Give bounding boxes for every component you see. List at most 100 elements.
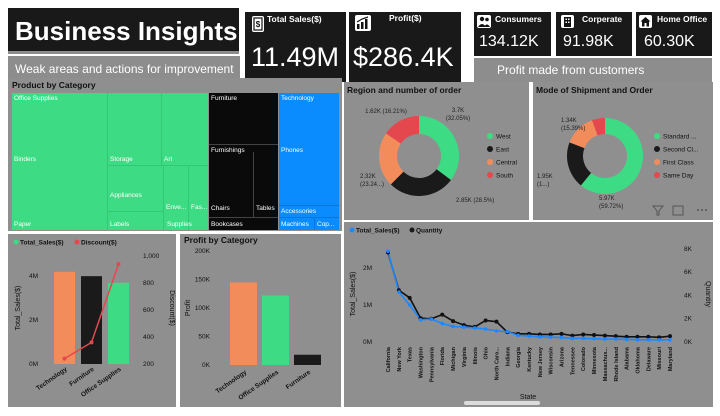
y2-tick-label: 0K	[684, 339, 693, 346]
treemap-cell-fasteners[interactable]: Fas...	[189, 166, 208, 230]
y-tick-label: 2M	[29, 317, 38, 324]
quantity-point	[646, 334, 651, 339]
kpi-consumers-label: Consumers	[495, 14, 542, 24]
treemap-cell-label: Cop...	[317, 221, 335, 228]
quantity-point	[592, 333, 597, 338]
focus-mode-icon[interactable]	[672, 205, 684, 216]
y-tick-label: 0M	[29, 361, 38, 368]
treemap-cell-tables[interactable]: Tables	[254, 152, 278, 217]
sales-point	[429, 317, 434, 321]
legend-label: South	[496, 173, 513, 180]
treemap-cell-supplies[interactable]: Supplies	[164, 212, 208, 230]
y-tick-label: 1M	[363, 302, 372, 309]
treemap-cell-label: Storage	[110, 156, 133, 163]
sales-line	[387, 251, 670, 341]
region-chart-title: Region and number of order	[347, 85, 462, 95]
treemap-furniture[interactable]: Furniture Furnishings Chairs Tables Book…	[209, 93, 278, 230]
treemap-cell-labels[interactable]: Labels	[108, 212, 164, 230]
treemap-cell-copiers[interactable]: Cop...	[315, 217, 339, 230]
page-title: Business Insights	[15, 16, 238, 46]
home-icon	[639, 15, 652, 28]
x-tick-label: Tennessee	[570, 347, 576, 375]
data-label: (15.39%)	[561, 126, 585, 132]
y2-tick-label: 2K	[684, 316, 693, 323]
y2-tick-label: 8K	[684, 246, 693, 253]
legend-marker	[487, 133, 493, 139]
x-tick-label: Furniture	[285, 369, 313, 391]
treemap[interactable]: Office Supplies Binders Paper Storage Ar…	[12, 93, 339, 230]
receipt-icon: $	[252, 16, 264, 32]
y2-axis-title: Quantity	[704, 281, 711, 308]
treemap-title: Product by Category	[12, 80, 96, 90]
sales-discount-chart[interactable]: Total_Sales($) Discount($) 0M 2M 4M 200 400 600…	[8, 234, 176, 407]
sales-point	[527, 334, 531, 338]
building-icon	[561, 15, 574, 28]
y2-tick-label: 600	[143, 307, 154, 314]
quantity-point	[451, 319, 456, 324]
treemap-office-supplies[interactable]: Office Supplies Binders Paper Storage Ar…	[12, 93, 208, 230]
x-tick-label: California	[386, 346, 392, 372]
x-tick-label: Pennsylvania	[429, 346, 435, 382]
legend-marker	[13, 239, 19, 245]
x-axis-title: State	[520, 394, 536, 401]
profit-bar-chart[interactable]: 0K50K100K150K200KProfitTechnologyOffice …	[180, 246, 341, 406]
treemap-cell-envelopes[interactable]: Enve...	[164, 166, 189, 230]
x-tick-label: Delaware	[646, 347, 652, 371]
profit-category-panel: Profit by Category 0K 50K 100K 150K 200K Prof…	[180, 234, 341, 407]
quantity-line	[387, 252, 671, 339]
sales-point	[624, 337, 629, 342]
y-tick-label: 150K	[195, 277, 211, 284]
x-tick-label: Missouri	[657, 347, 663, 370]
data-label: 5.97K	[599, 196, 615, 202]
sales-point	[548, 335, 553, 339]
treemap-cell-bookcases[interactable]: Bookcases	[209, 217, 278, 230]
treemap-cell-chairs[interactable]: Chairs	[209, 152, 254, 217]
treemap-cell-art[interactable]: Art	[162, 93, 208, 166]
donut-slice	[567, 142, 592, 186]
more-options-icon[interactable]	[697, 209, 707, 211]
legend-label: Standard ...	[663, 134, 697, 141]
treemap-cell-furnishings[interactable]: Furnishings	[209, 144, 278, 204]
sales-point	[386, 249, 390, 254]
treemap-cell-label: Supplies	[167, 221, 192, 228]
donut-slice	[569, 120, 598, 149]
bar	[108, 282, 129, 364]
state-line-chart[interactable]: Total_Sales($) Quantity 0M 1M 2M 0K 2K 4K 6K 8K To…	[344, 222, 713, 407]
region-donut-chart[interactable]: 3.7K (32.05%) 2.85K (28.5%) 2.32K (23.24...)…	[344, 96, 529, 220]
treemap-cell-phones[interactable]: Phones	[279, 147, 339, 205]
treemap-cell-machines[interactable]: Machines	[279, 217, 315, 230]
svg-text:$: $	[256, 20, 261, 29]
x-tick-label: Washington	[419, 346, 425, 378]
legend-label: First Class	[663, 160, 694, 167]
kpi-home-office-label: Home Office	[657, 14, 708, 24]
treemap-cell-accessories[interactable]: Accessories	[279, 205, 339, 217]
horizontal-scrollbar[interactable]	[464, 401, 540, 405]
visual-toolbar-icons	[651, 205, 707, 216]
treemap-technology[interactable]: Technology Phones Accessories Machines C…	[279, 93, 339, 230]
sales-point	[451, 324, 455, 329]
x-tick-label: North Caro...	[494, 347, 500, 381]
x-tick-label: Virginia	[462, 346, 468, 367]
treemap-cell-appliances[interactable]: Appliances	[108, 166, 164, 212]
y-tick-label: 100K	[195, 305, 211, 312]
visual-toolbar	[643, 202, 713, 218]
kpi-total-sales-label: Total Sales($)	[267, 14, 322, 24]
sales-point	[418, 317, 423, 322]
filter-icon[interactable]	[651, 205, 665, 216]
kpi-home-office: Home Office 60.30K	[636, 12, 712, 56]
kpi-corporate: Corperate 91.98K	[556, 12, 632, 56]
shipment-donut-chart[interactable]: 5.97K (59.72%) 1.95K (1...) 1.34K (15.39%) Sta…	[533, 96, 713, 220]
x-tick-label: Technology	[35, 366, 69, 393]
quantity-point	[613, 334, 618, 339]
treemap-cell-label: Bookcases	[211, 221, 243, 228]
sales-point	[603, 337, 607, 341]
legend-label: Same Day	[663, 173, 694, 180]
treemap-cell-storage[interactable]: Storage	[108, 93, 162, 166]
line-point	[62, 356, 67, 361]
kpi-corporate-label: Corperate	[582, 14, 623, 24]
x-tick-label: Michigan	[451, 346, 457, 370]
treemap-cell-binders[interactable]: Binders Paper	[12, 93, 108, 230]
legend-label: Central	[496, 160, 518, 167]
x-tick-label: Ohio	[484, 346, 490, 359]
treemap-cell-label: Office Supplies	[14, 95, 58, 102]
